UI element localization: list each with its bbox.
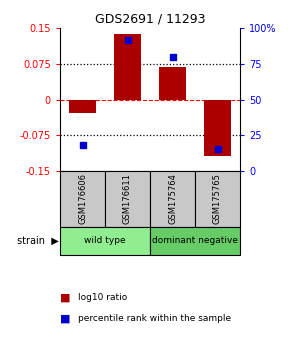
Text: ■: ■	[60, 292, 70, 302]
Text: ■: ■	[60, 314, 70, 324]
Title: GDS2691 / 11293: GDS2691 / 11293	[95, 13, 205, 26]
Text: log10 ratio: log10 ratio	[78, 293, 127, 302]
Bar	[159, 67, 186, 99]
Bar	[69, 99, 96, 113]
Bar	[150, 227, 240, 255]
Bar	[105, 171, 150, 227]
Bar	[60, 227, 150, 255]
Bar	[60, 171, 105, 227]
Text: GSM176611: GSM176611	[123, 173, 132, 224]
Bar	[204, 99, 231, 156]
Text: dominant negative: dominant negative	[152, 236, 238, 245]
Text: wild type: wild type	[84, 236, 126, 245]
Bar	[114, 34, 141, 99]
Bar	[195, 171, 240, 227]
Text: strain  ▶: strain ▶	[17, 236, 59, 246]
Text: GSM176606: GSM176606	[78, 173, 87, 224]
Text: GSM175764: GSM175764	[168, 173, 177, 224]
Text: GSM175765: GSM175765	[213, 173, 222, 224]
Text: percentile rank within the sample: percentile rank within the sample	[78, 314, 231, 323]
Bar	[150, 171, 195, 227]
